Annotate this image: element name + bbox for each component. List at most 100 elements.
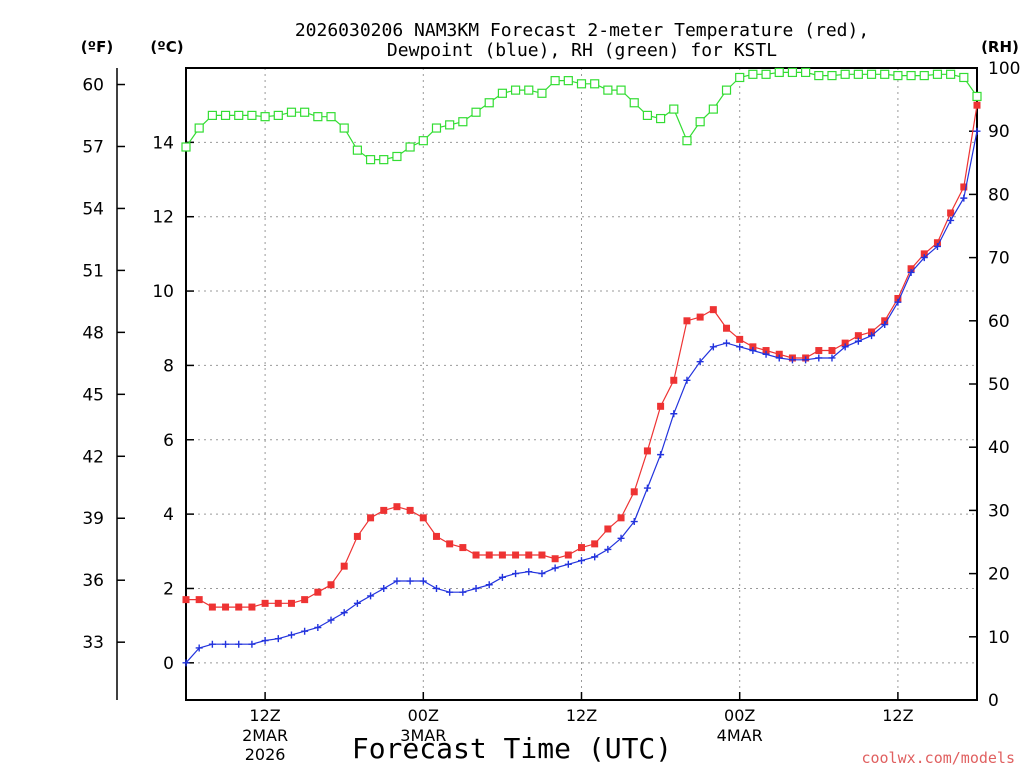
temperature-point (512, 551, 520, 559)
rh-point (906, 70, 916, 81)
f-tick-label: 42 (82, 447, 104, 467)
rh-point (524, 85, 534, 95)
dewpoint-point (432, 584, 440, 592)
x-tick-label: 12Z (566, 706, 597, 725)
rh-tick-label: 30 (988, 501, 1010, 521)
temperature-point (696, 313, 704, 321)
dewpoint-point (406, 577, 414, 585)
rh-point (260, 112, 270, 122)
rh-tick-label: 70 (988, 249, 1010, 269)
f-tick-label: 33 (82, 633, 104, 653)
rh-tick-label: 10 (988, 628, 1010, 648)
temperature-point (657, 402, 665, 410)
rh-point (497, 88, 507, 98)
rh-point (563, 76, 573, 86)
rh-point (352, 145, 362, 155)
dewpoint-point (749, 347, 757, 355)
rh-point (814, 70, 824, 81)
temperature-point (617, 514, 625, 522)
rh-point (207, 110, 217, 121)
dewpoint-point (947, 216, 955, 224)
rh-point (695, 117, 705, 127)
temperature-point (274, 599, 282, 607)
rh-point (801, 67, 811, 78)
f-tick-label: 45 (82, 385, 104, 405)
dewpoint-point (340, 609, 348, 617)
f-tick-label: 48 (82, 323, 104, 343)
dewpoint-point (670, 410, 678, 418)
temperature-point (393, 503, 401, 511)
temperature-point (960, 183, 968, 191)
x-tick-date-label: 3MAR (400, 726, 446, 745)
dewpoint-point (736, 343, 744, 351)
rh-point (510, 85, 521, 95)
temperature-point (498, 551, 506, 559)
rh-point (194, 123, 204, 133)
dewpoint-point (380, 584, 388, 592)
x-tick-label: 12Z (249, 706, 280, 725)
rh-unit-label: (RH) (981, 38, 1019, 56)
temperature-point (947, 209, 955, 217)
x-tick-date-label: 2MAR (242, 726, 288, 745)
dewpoint-point (538, 570, 546, 578)
dewpoint-point (248, 640, 256, 648)
temperature-point (670, 376, 678, 384)
temperature-point (287, 599, 295, 607)
dewpoint-point (854, 337, 862, 345)
dewpoint-point (960, 194, 968, 202)
x-axis-label: Forecast Time (UTC) (352, 732, 672, 765)
f-tick-label: 60 (82, 76, 104, 96)
temperature-point (841, 339, 849, 347)
rh-point (655, 113, 666, 124)
rh-point (247, 110, 257, 121)
temperature-point (314, 588, 322, 596)
temperature-point (749, 343, 757, 351)
dewpoint-point (235, 640, 243, 648)
title: 2026030206 NAM3KM Forecast 2-meter Tempe… (295, 20, 869, 61)
rh-point (669, 104, 679, 114)
temperature-point (709, 306, 717, 314)
dewpoint-point (775, 354, 783, 362)
temperature-point (261, 599, 269, 607)
dewpoint-point (591, 553, 599, 561)
rh-point (234, 110, 244, 121)
x-tick-label: 00Z (408, 706, 439, 725)
fahrenheit-unit-label: (ºF) (81, 38, 113, 56)
temperature-point (933, 239, 941, 247)
temperature-point (683, 317, 691, 325)
dewpoint-point (353, 599, 361, 607)
temperature-point (828, 347, 836, 355)
temperature-point (973, 101, 981, 109)
series-dewpoint (182, 127, 981, 667)
dewpoint-point (762, 350, 770, 358)
dewpoint-point (301, 627, 309, 635)
f-tick-label: 54 (82, 199, 104, 219)
rh-point (721, 85, 732, 95)
c-tick-label: 10 (152, 282, 174, 302)
temperature-point (446, 540, 454, 548)
dewpoint-point (617, 534, 625, 542)
f-tick-label: 51 (82, 261, 104, 281)
dewpoint-point (419, 577, 427, 585)
c-tick-label: 6 (163, 431, 174, 451)
temperature-point (525, 551, 533, 559)
credit-text: coolwx.com/models (861, 749, 1015, 767)
dewpoint-point (446, 588, 454, 596)
temperature-point (485, 551, 493, 559)
rh-point (326, 112, 336, 122)
c-tick-label: 4 (163, 505, 174, 525)
rh-point (220, 110, 231, 121)
temperature-point (367, 514, 375, 522)
dewpoint-point (709, 343, 717, 351)
rh-point (708, 104, 718, 114)
temperature-point (380, 506, 388, 514)
dewpoint-point (459, 588, 467, 596)
f-tick-label: 39 (82, 509, 104, 529)
rh-point (893, 70, 903, 81)
rh-point (748, 69, 758, 79)
dewpoint-point (208, 640, 216, 648)
rh-point (761, 69, 771, 79)
temperature-point (854, 332, 862, 340)
